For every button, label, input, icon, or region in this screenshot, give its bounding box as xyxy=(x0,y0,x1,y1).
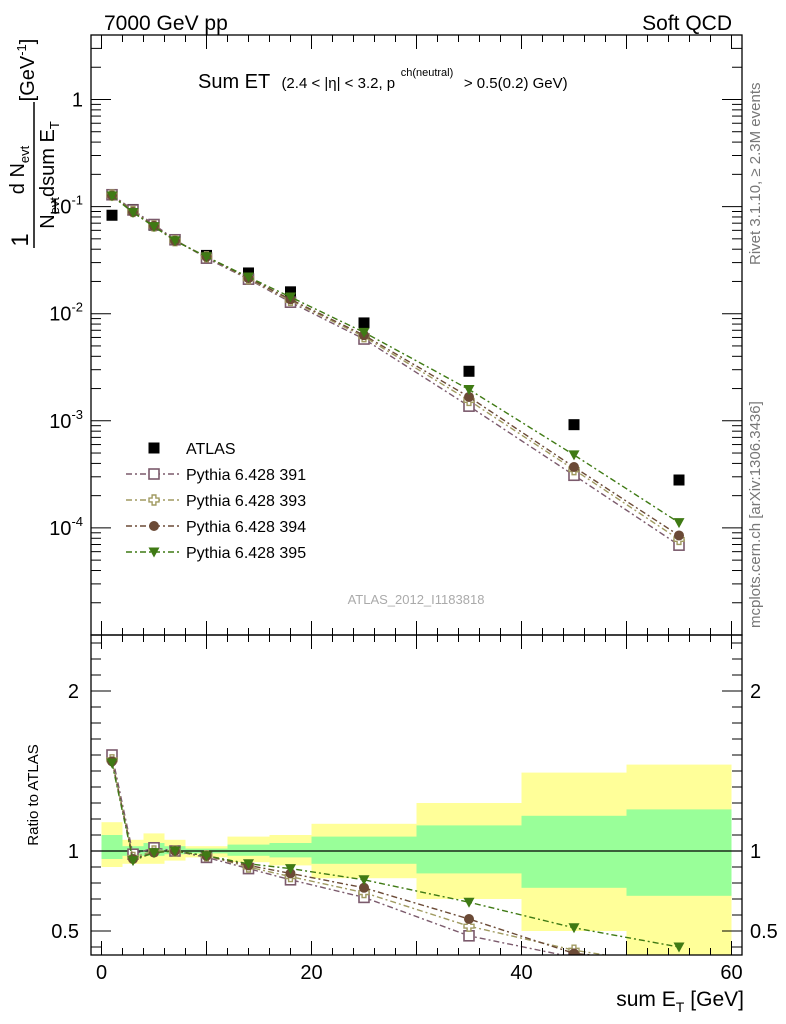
point-atlas xyxy=(463,365,475,377)
ratio-point-pythia-6-428-394 xyxy=(674,958,684,968)
point-pythia-6-428-394 xyxy=(674,530,684,541)
ratio-point-pythia-6-428-395 xyxy=(568,923,580,934)
ratio-point-pythia-6-428-394 xyxy=(464,914,474,924)
legend-label-atlas: ATLAS xyxy=(186,441,236,458)
main-plot-series xyxy=(106,188,685,551)
point-atlas xyxy=(673,474,685,486)
header-right: Soft QCD xyxy=(642,12,732,35)
point-pythia-6-428-394 xyxy=(569,462,579,473)
point-atlas xyxy=(106,209,118,221)
ratio-point-pythia-6-428-395 xyxy=(673,942,685,953)
legend-marker-pythia-6-428-393 xyxy=(148,494,160,506)
ratio-band-inner xyxy=(269,843,312,858)
point-pythia-6-428-395 xyxy=(148,222,160,233)
point-atlas xyxy=(358,317,370,329)
plot-title-sup: ch(neutral) xyxy=(401,67,454,79)
ratio-line-pythia-6-428-393 xyxy=(111,759,611,955)
analysis-watermark: ATLAS_2012_I1183818 xyxy=(348,592,485,607)
x-tick-label: 60 xyxy=(720,962,742,984)
ratio-point-pythia-6-428-394 xyxy=(359,882,369,893)
ratio-point-pythia-6-428-395 xyxy=(201,851,212,862)
ratio-point-pythia-6-428-393 xyxy=(463,920,475,932)
point-pythia-6-428-395 xyxy=(106,191,118,202)
x-tick-label: 20 xyxy=(300,962,322,984)
ratio-point-pythia-6-428-391 xyxy=(674,966,684,976)
plot-title-tail: > 0.5(0.2) GeV) xyxy=(464,75,568,92)
ratio-point-pythia-6-428-395 xyxy=(358,875,370,886)
plot-title: Sum ET (2.4 < |η| < 3.2, p ch(neutral) >… xyxy=(198,59,568,93)
y-frac-one: 1 xyxy=(7,233,34,246)
point-pythia-6-428-395 xyxy=(568,450,580,461)
y-axis-label-top: 1 d Nevt Nevtdsum ET [GeV-1] xyxy=(7,39,62,248)
y-tick-label: 10-1 xyxy=(49,193,83,219)
ratio-band-inner xyxy=(626,809,732,896)
legend-label-pythia-6-428-395: Pythia 6.428 395 xyxy=(186,545,306,562)
ratio-plot-series xyxy=(91,749,742,976)
ratio-y-tick-label-right: 2 xyxy=(750,681,761,703)
ratio-point-pythia-6-428-395 xyxy=(285,864,296,875)
legend-marker-pythia-6-428-394 xyxy=(149,521,159,531)
point-pythia-6-428-395 xyxy=(127,208,139,219)
y-tick-label: 10-2 xyxy=(49,300,83,326)
legend-marker-atlas xyxy=(148,442,160,454)
point-pythia-6-428-395 xyxy=(201,252,212,263)
ratio-y-tick-label-right: 1 xyxy=(750,841,761,863)
ratio-y-tick-label-left: 1 xyxy=(68,841,79,863)
x-tick-label: 0 xyxy=(96,962,107,984)
ratio-point-pythia-6-428-395 xyxy=(127,856,139,867)
ratio-point-pythia-6-428-394 xyxy=(569,948,579,955)
ratio-band-inner xyxy=(311,836,417,864)
y-tick-label: 10-3 xyxy=(49,407,83,433)
point-atlas xyxy=(568,419,580,431)
x-tick-label: 40 xyxy=(510,962,532,984)
y-frac-denominator: Nevtdsum ET xyxy=(37,121,62,229)
plot-axes: 0 20 40 60 1 10-1 10-2 10-3 10-4 0.5 0.5 1 1 2 2 xyxy=(49,34,778,984)
y-axis-label-ratio: Ratio to ATLAS xyxy=(25,744,42,845)
ratio-y-tick-label-right: 0.5 xyxy=(750,921,778,943)
legend-label-pythia-6-428-391: Pythia 6.428 391 xyxy=(186,467,306,484)
point-pythia-6-428-395 xyxy=(358,327,370,338)
ratio-point-pythia-6-428-395 xyxy=(243,859,254,870)
point-pythia-6-428-395 xyxy=(243,272,254,283)
point-pythia-6-428-395 xyxy=(169,236,181,247)
ratio-band-inner xyxy=(227,844,270,856)
ratio-uncertainty-bands xyxy=(101,764,732,955)
x-axis-label: sum ET [GeV] xyxy=(616,988,744,1015)
legend-label-pythia-6-428-394: Pythia 6.428 394 xyxy=(186,519,306,536)
legend-marker-pythia-6-428-395 xyxy=(148,547,160,558)
plot-title-detail: (2.4 < |η| < 3.2, p xyxy=(281,75,395,92)
ratio-point-pythia-6-428-395 xyxy=(148,848,160,859)
ratio-y-tick-label-left: 0.5 xyxy=(51,921,79,943)
ratio-band-inner xyxy=(416,825,522,874)
ratio-line-pythia-6-428-395 xyxy=(111,762,680,948)
mcplots-text: mcplots.cern.ch [arXiv:1306.3436] xyxy=(747,401,764,628)
point-pythia-6-428-395 xyxy=(463,384,475,395)
ratio-band-inner xyxy=(101,835,123,859)
ratio-y-tick-label-left: 2 xyxy=(68,681,79,703)
plot-title-main: Sum ET xyxy=(198,71,270,93)
y-tick-label: 1 xyxy=(72,89,83,111)
rivet-version-text: Rivet 3.1.10, ≥ 2.3M events xyxy=(747,83,764,266)
series-line-pythia-6-428-394 xyxy=(111,194,680,537)
y-frac-numerator: d Nevt xyxy=(7,145,32,194)
legend-label-pythia-6-428-393: Pythia 6.428 393 xyxy=(186,493,306,510)
ratio-point-pythia-6-428-395 xyxy=(463,897,475,908)
point-pythia-6-428-395 xyxy=(285,292,296,303)
header-left: 7000 GeV pp xyxy=(104,12,228,35)
point-pythia-6-428-394 xyxy=(464,391,474,402)
y-tick-label: 10-4 xyxy=(49,514,83,540)
series-line-pythia-6-428-391 xyxy=(111,194,680,546)
ratio-band-inner xyxy=(521,815,627,888)
point-atlas xyxy=(285,286,296,298)
ratio-point-pythia-6-428-395 xyxy=(169,846,181,857)
ratio-point-pythia-6-428-393 xyxy=(674,961,684,971)
y-unit: [GeV-1] xyxy=(14,39,39,102)
point-pythia-6-428-395 xyxy=(673,518,685,529)
legend: ATLAS Pythia 6.428 391 Pythia 6.428 393 Pyt… xyxy=(126,441,306,562)
ratio-point-pythia-6-428-391 xyxy=(463,929,475,942)
legend-marker-pythia-6-428-391 xyxy=(148,468,160,480)
ratio-point-pythia-6-428-395 xyxy=(106,758,118,769)
